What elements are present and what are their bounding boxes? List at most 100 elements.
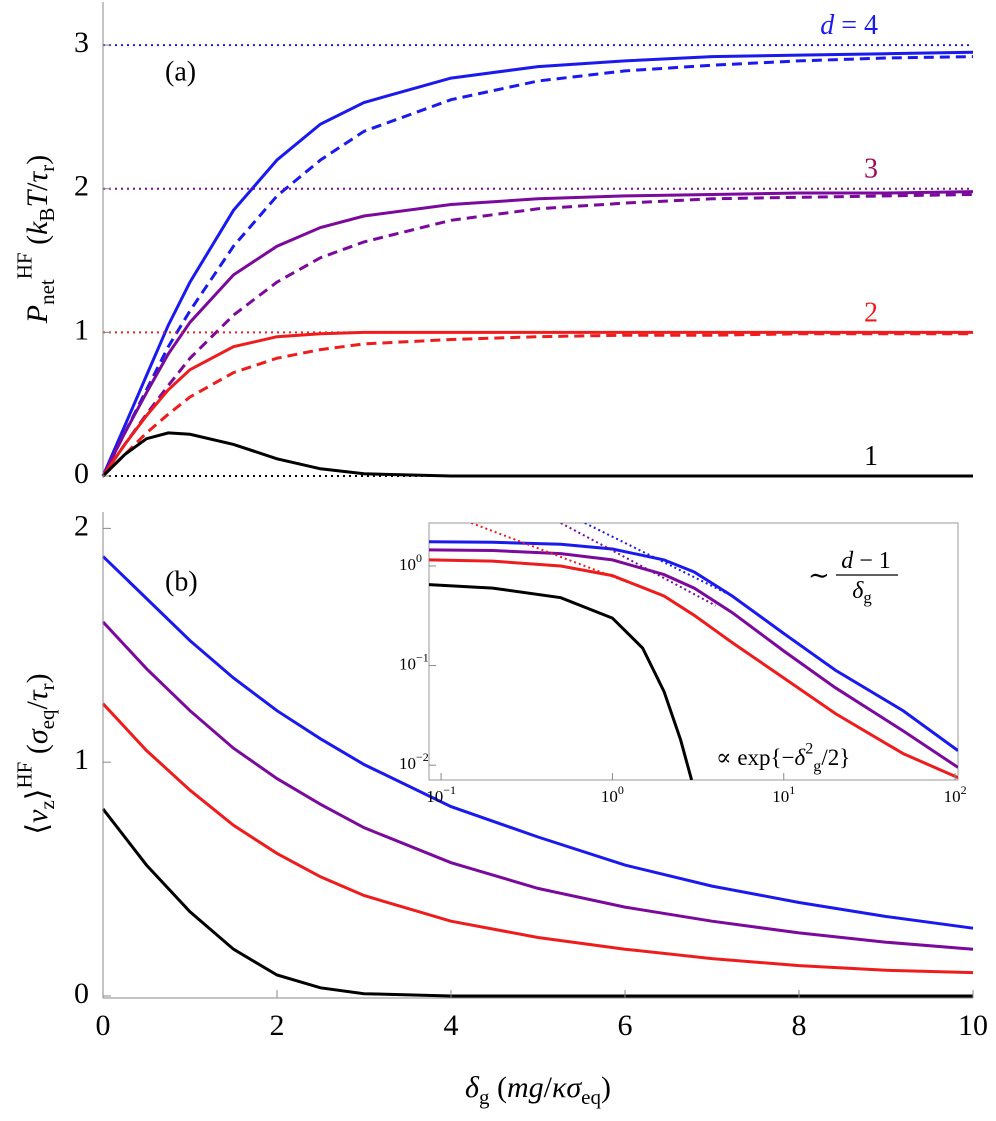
curve-label: 2 <box>864 298 878 329</box>
text-part: z <box>35 800 59 809</box>
y-axis-title: PnetHF (kBT/τr) <box>12 155 59 324</box>
dashed-curve <box>101 193 974 477</box>
series-group <box>429 583 694 780</box>
x-tick-label: 8 <box>792 1009 807 1042</box>
inset-frame <box>428 522 959 781</box>
tick-exponent: −2 <box>416 750 429 764</box>
annotation-prefix: ∼ <box>808 561 830 590</box>
x-tick-label: 100 <box>601 783 624 806</box>
text-part: HF <box>12 762 36 789</box>
text-part: δ <box>465 1071 480 1104</box>
x-tick-label: 10−1 <box>426 783 456 806</box>
x-tick-label: 102 <box>944 783 967 806</box>
series-group <box>429 523 958 769</box>
text-part: τ <box>21 689 54 701</box>
text-part: 2 <box>864 298 878 329</box>
tick-exponent: 0 <box>618 783 624 797</box>
text-part: δ <box>852 578 864 604</box>
text-part: − 1 <box>853 548 891 574</box>
y-tick-label: 100 <box>399 551 422 574</box>
text-part: δ <box>795 745 806 770</box>
panel-label: (a) <box>165 56 196 87</box>
text-part: g <box>479 1085 490 1109</box>
tick-base: 10 <box>399 555 416 574</box>
x-tick-label: 10 <box>958 1009 988 1042</box>
curve-label: 3 <box>864 154 878 185</box>
panel-label: (b) <box>165 566 198 597</box>
text-part: d <box>841 548 854 574</box>
tick-exponent: 2 <box>961 783 967 797</box>
curve <box>101 555 974 930</box>
text-part: 1 <box>864 441 878 472</box>
text-part: net <box>35 279 59 305</box>
text-part: κσ <box>552 1071 582 1104</box>
text-part: ∝ exp{− <box>716 745 795 770</box>
series-group <box>429 523 958 779</box>
y-tick-label: 10−1 <box>399 650 429 673</box>
curve-label: 1 <box>864 441 878 472</box>
dashed-curve <box>101 332 973 478</box>
y-tick-label: 0 <box>74 457 89 490</box>
curve <box>101 431 973 478</box>
annotation-numerator: d − 1 <box>841 548 891 574</box>
text-part: ( <box>489 1071 507 1104</box>
text-part: ) <box>21 155 54 165</box>
x-tick-label: 101 <box>772 783 795 806</box>
text-part: k <box>21 221 54 235</box>
x-tick-label: 2 <box>270 1009 285 1042</box>
annotation-denominator: δg <box>852 578 872 608</box>
y-tick-label: 3 <box>74 26 89 59</box>
y-tick-label: 2 <box>74 170 89 203</box>
tick-base: 10 <box>399 654 416 673</box>
text-part: P <box>21 305 54 324</box>
tick-exponent: 0 <box>416 551 422 565</box>
text-part: / <box>21 182 54 191</box>
text-part: ) <box>601 1071 611 1104</box>
text-part: B <box>35 208 59 222</box>
text-part: eq <box>581 1085 601 1109</box>
curve <box>429 548 958 769</box>
text-part: T <box>21 189 54 208</box>
tick-exponent: 1 <box>789 783 795 797</box>
x-tick-label: 6 <box>618 1009 633 1042</box>
y-tick-label: 0 <box>74 977 89 1010</box>
x-tick-label: 4 <box>444 1009 459 1042</box>
text-part: / <box>21 701 54 710</box>
tick-base: 10 <box>944 787 961 806</box>
text-part: ( <box>21 744 54 762</box>
curve-label: d = 4 <box>820 11 878 42</box>
text-part: 3 <box>864 154 878 185</box>
asymptote-line <box>560 523 717 607</box>
text-part: v <box>21 809 54 823</box>
curve <box>429 558 958 779</box>
tick-base: 10 <box>772 787 789 806</box>
y-tick-label: 1 <box>74 313 89 346</box>
y-tick-label: 1 <box>74 743 89 776</box>
text-part: ⟩ <box>21 788 54 800</box>
text-part: r <box>35 165 59 172</box>
text-part: / <box>544 1071 553 1104</box>
y-tick-label: 10−2 <box>399 750 429 773</box>
tick-base: 10 <box>399 754 416 773</box>
text-part: g <box>813 758 821 775</box>
y-tick-label: 2 <box>74 509 89 542</box>
series-group <box>429 523 958 752</box>
text-part: 2 <box>805 740 813 757</box>
curve <box>101 702 974 975</box>
text-part: ) <box>21 673 54 683</box>
text-part: r <box>35 683 59 690</box>
text-part: σ <box>21 728 54 744</box>
text-part: d <box>820 11 835 42</box>
text-part: mg <box>507 1071 544 1104</box>
tick-exponent: −1 <box>443 783 456 797</box>
text-part: = 4 <box>834 11 878 42</box>
x-tick-label: 0 <box>96 1009 111 1042</box>
tick-base: 10 <box>426 787 443 806</box>
annotation-decay: ∝ exp{−δ2g/2} <box>716 740 850 774</box>
curve <box>429 583 694 780</box>
curve <box>101 807 973 998</box>
text-part: τ <box>21 171 54 183</box>
y-axis-title: ⟨vz⟩HF (σeq/τr) <box>12 673 59 834</box>
